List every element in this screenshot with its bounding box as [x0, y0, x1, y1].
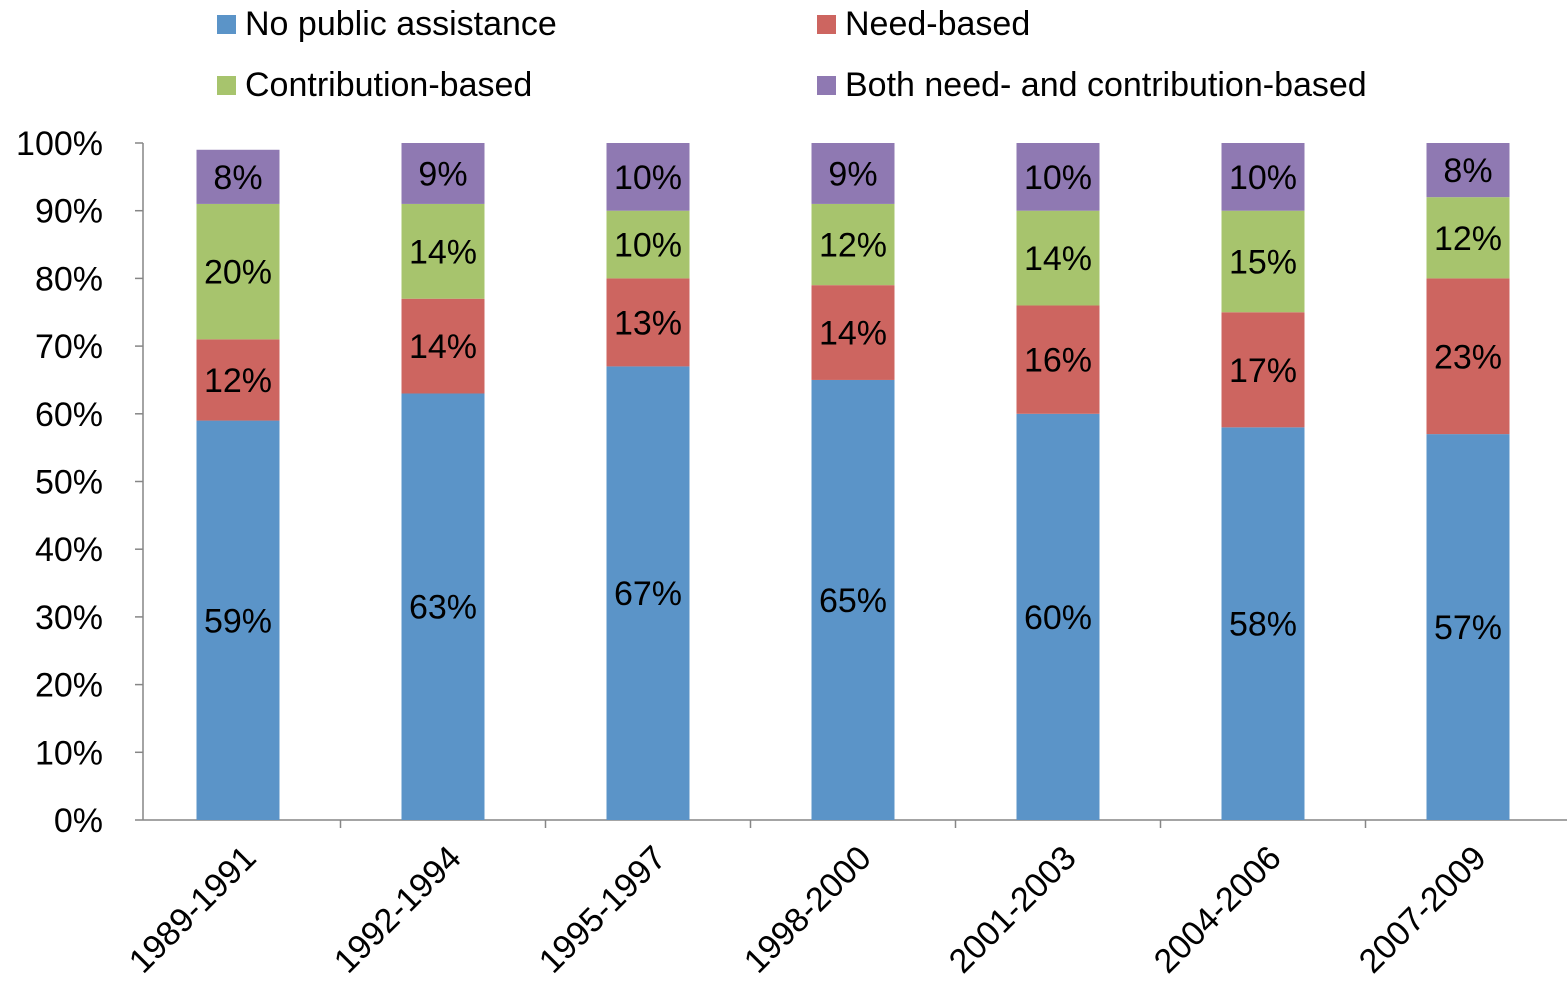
- data-label: 10%: [1024, 159, 1092, 197]
- bar-segment: [401, 203, 485, 299]
- y-tick-label: 0%: [54, 802, 103, 840]
- bar-segment: [1426, 278, 1510, 435]
- x-tick-label: 1992-1994: [327, 839, 469, 981]
- legend-label: Need-based: [845, 5, 1031, 43]
- x-tick-label: 1989-1991: [122, 839, 264, 981]
- data-label: 63%: [409, 589, 477, 627]
- data-label: 12%: [819, 227, 887, 265]
- bar-segment: [196, 203, 280, 340]
- data-label: 13%: [614, 304, 682, 342]
- data-label: 14%: [409, 233, 477, 271]
- bar-segment: [196, 149, 280, 204]
- y-tick-label: 40%: [35, 531, 103, 569]
- bar-segment: [606, 143, 690, 211]
- bar-segment: [606, 210, 690, 279]
- bar-segment: [811, 203, 895, 286]
- data-label: 10%: [1229, 159, 1297, 197]
- bar-segment: [1016, 413, 1100, 820]
- legend-swatch: [817, 76, 836, 95]
- bar-segment: [196, 339, 280, 421]
- data-label: 10%: [614, 227, 682, 265]
- data-label: 15%: [1229, 243, 1297, 281]
- data-label: 67%: [614, 575, 682, 613]
- y-tick-label: 30%: [35, 599, 103, 637]
- bar-segment: [811, 143, 895, 204]
- data-label: 9%: [418, 155, 467, 193]
- data-label: 12%: [204, 362, 272, 400]
- y-tick-label: 20%: [35, 667, 103, 705]
- y-tick-label: 50%: [35, 464, 103, 502]
- bar-segment: [1426, 197, 1510, 279]
- legend-item-need-based: Need-based: [817, 5, 1030, 44]
- bar-segment: [196, 420, 280, 820]
- legend-item-both: Both need- and contribution-based: [817, 66, 1367, 105]
- data-label: 10%: [614, 159, 682, 197]
- legend-swatch: [217, 15, 236, 34]
- bar-segment: [606, 278, 690, 367]
- bar-segment: [1221, 143, 1305, 211]
- data-label: 14%: [819, 315, 887, 353]
- y-tick-label: 60%: [35, 396, 103, 434]
- x-tick-label: 1998-2000: [737, 839, 879, 981]
- legend-item-contribution-based: Contribution-based: [217, 66, 532, 105]
- data-label: 23%: [1434, 338, 1502, 376]
- bar-segment: [1426, 143, 1510, 198]
- data-label: 60%: [1024, 599, 1092, 637]
- data-label: 14%: [409, 328, 477, 366]
- bar-segment: [811, 285, 895, 380]
- data-label: 16%: [1024, 342, 1092, 380]
- chart-legend: No public assistance Need-based Contribu…: [0, 0, 1567, 120]
- data-label: 59%: [204, 602, 272, 640]
- x-tick-label: 1995-1997: [532, 839, 674, 981]
- x-tick-label: 2007-2009: [1352, 839, 1494, 981]
- bar-segment: [606, 366, 690, 820]
- data-label: 14%: [1024, 240, 1092, 278]
- data-label: 65%: [819, 582, 887, 620]
- y-tick-label: 80%: [35, 260, 103, 298]
- data-label: 20%: [204, 254, 272, 292]
- bar-segment: [1426, 434, 1510, 820]
- y-tick-label: 100%: [16, 125, 103, 163]
- bar-segment: [1016, 305, 1100, 414]
- bar-segment: [1221, 210, 1305, 313]
- legend-item-no-public-assistance: No public assistance: [217, 5, 557, 44]
- bar-segment: [1221, 312, 1305, 428]
- x-tick-label: 2001-2003: [942, 839, 1084, 981]
- bar-segment: [401, 393, 485, 820]
- data-label: 17%: [1229, 352, 1297, 390]
- data-label: 12%: [1434, 220, 1502, 258]
- bar-segment: [401, 143, 485, 204]
- bar-segment: [1016, 210, 1100, 306]
- data-label: 58%: [1229, 606, 1297, 644]
- data-label: 9%: [828, 155, 877, 193]
- data-label: 8%: [213, 159, 262, 197]
- legend-label: Contribution-based: [245, 66, 533, 104]
- bar-segment: [1221, 427, 1305, 820]
- legend-swatch: [817, 15, 836, 34]
- y-tick-label: 90%: [35, 193, 103, 231]
- legend-swatch: [217, 76, 236, 95]
- legend-label: No public assistance: [245, 5, 557, 43]
- bar-segment: [401, 298, 485, 394]
- bar-segment: [811, 379, 895, 820]
- data-label: 57%: [1434, 609, 1502, 647]
- x-tick-label: 2004-2006: [1147, 839, 1289, 981]
- legend-label: Both need- and contribution-based: [845, 66, 1367, 104]
- data-label: 8%: [1443, 152, 1492, 190]
- y-tick-label: 70%: [35, 328, 103, 366]
- bar-segment: [1016, 143, 1100, 211]
- y-tick-label: 10%: [35, 734, 103, 772]
